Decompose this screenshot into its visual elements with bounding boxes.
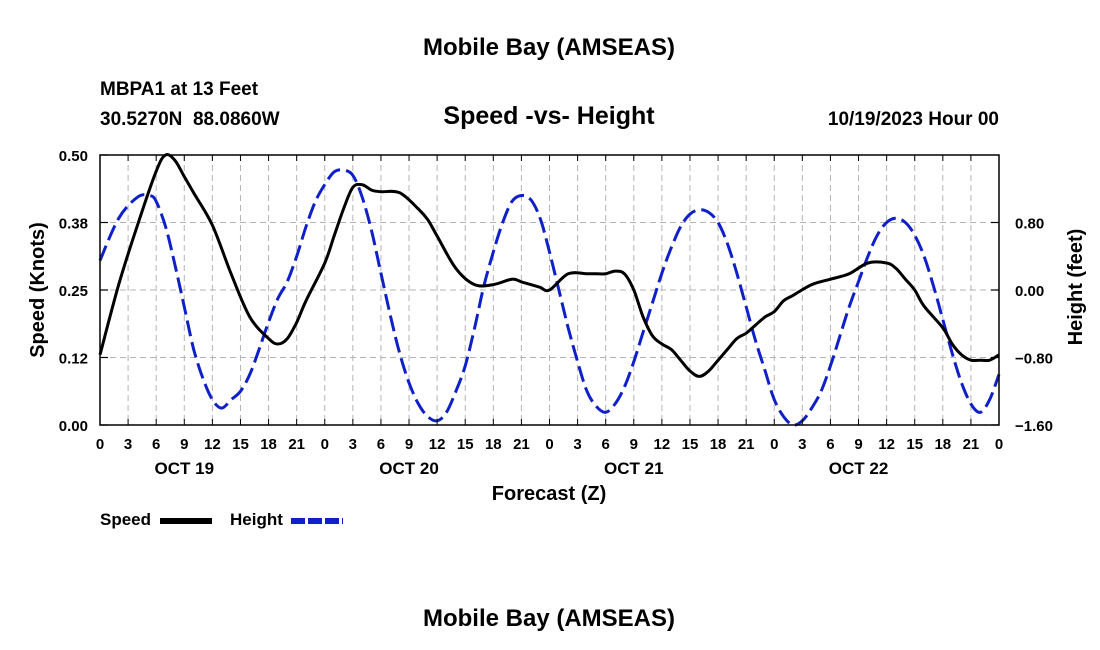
x-tick-label: 0 xyxy=(995,436,1003,453)
x-tick-label: 12 xyxy=(878,436,895,453)
x-tick-label: 18 xyxy=(710,436,727,453)
legend: Speed Height xyxy=(100,510,343,529)
x-tick-label: 0 xyxy=(770,436,778,453)
y-tick-label: 0.00 xyxy=(59,418,88,435)
chart-subtitle: Speed -vs- Height xyxy=(443,102,655,130)
issue-time: 10/19/2023 Hour 00 xyxy=(828,109,999,130)
x-tick-label: 9 xyxy=(405,436,413,453)
day-label: OCT 20 xyxy=(379,459,439,478)
x-tick-label: 18 xyxy=(260,436,277,453)
day-label: OCT 22 xyxy=(829,459,889,478)
axes: 0 3 6 9 12 15 18 21 0 3 6 9 12 15 18 21 0 3 6 9 12 15 18 21 0 3 6 9… xyxy=(59,148,1053,478)
x-axis-title: Forecast (Z) xyxy=(492,483,606,505)
series-line-height xyxy=(98,168,1001,427)
x-tick-label: 12 xyxy=(429,436,446,453)
x-tick-label: 15 xyxy=(906,436,923,453)
x-tick-label: 3 xyxy=(798,436,806,453)
x-tick-label: 6 xyxy=(152,436,160,453)
y2-tick-label: −0.80 xyxy=(1015,351,1053,368)
x-tick-label: 18 xyxy=(485,436,502,453)
day-label: OCT 19 xyxy=(155,459,215,478)
y-tick-label: 0.50 xyxy=(59,148,88,165)
x-tick-label: 21 xyxy=(738,436,755,453)
y-tick-label: 0.38 xyxy=(59,216,88,233)
x-tick-label: 18 xyxy=(934,436,951,453)
footer-title: Mobile Bay (AMSEAS) xyxy=(423,605,675,632)
legend-label-speed: Speed xyxy=(100,510,151,529)
x-tick-label: 0 xyxy=(545,436,553,453)
y-tick-label: 0.12 xyxy=(59,351,88,368)
y2-axis-title: Height (feet) xyxy=(1065,229,1087,346)
x-tick-label: 9 xyxy=(854,436,862,453)
x-tick-label: 21 xyxy=(963,436,980,453)
x-tick-label: 12 xyxy=(654,436,671,453)
x-tick-label: 6 xyxy=(826,436,834,453)
x-tick-label: 3 xyxy=(124,436,132,453)
day-label: OCT 21 xyxy=(604,459,664,478)
x-tick-label: 15 xyxy=(682,436,699,453)
y-axis-title: Speed (Knots) xyxy=(27,222,49,358)
x-tick-label: 6 xyxy=(377,436,385,453)
y2-tick-label: 0.80 xyxy=(1015,216,1044,233)
x-tick-label: 21 xyxy=(513,436,530,453)
chart-title: Mobile Bay (AMSEAS) xyxy=(423,34,675,61)
x-tick-label: 15 xyxy=(232,436,249,453)
legend-label-height: Height xyxy=(230,510,283,529)
x-tick-label: 3 xyxy=(349,436,357,453)
station-coordinates: 30.5270N 88.0860W xyxy=(100,109,280,130)
station-label: MBPA1 at 13 Feet xyxy=(100,79,259,100)
x-tick-label: 9 xyxy=(630,436,638,453)
series-layer xyxy=(98,153,1001,427)
x-tick-label: 0 xyxy=(321,436,329,453)
x-tick-label: 21 xyxy=(288,436,305,453)
y-tick-label: 0.25 xyxy=(59,283,88,300)
x-tick-label: 3 xyxy=(573,436,581,453)
x-tick-label: 0 xyxy=(96,436,104,453)
y2-tick-label: −1.60 xyxy=(1015,418,1053,435)
x-tick-label: 15 xyxy=(457,436,474,453)
series-line-speed xyxy=(98,153,1000,378)
x-tick-label: 12 xyxy=(204,436,221,453)
x-tick-label: 9 xyxy=(180,436,188,453)
x-tick-label: 6 xyxy=(602,436,610,453)
y2-tick-label: 0.00 xyxy=(1015,283,1044,300)
